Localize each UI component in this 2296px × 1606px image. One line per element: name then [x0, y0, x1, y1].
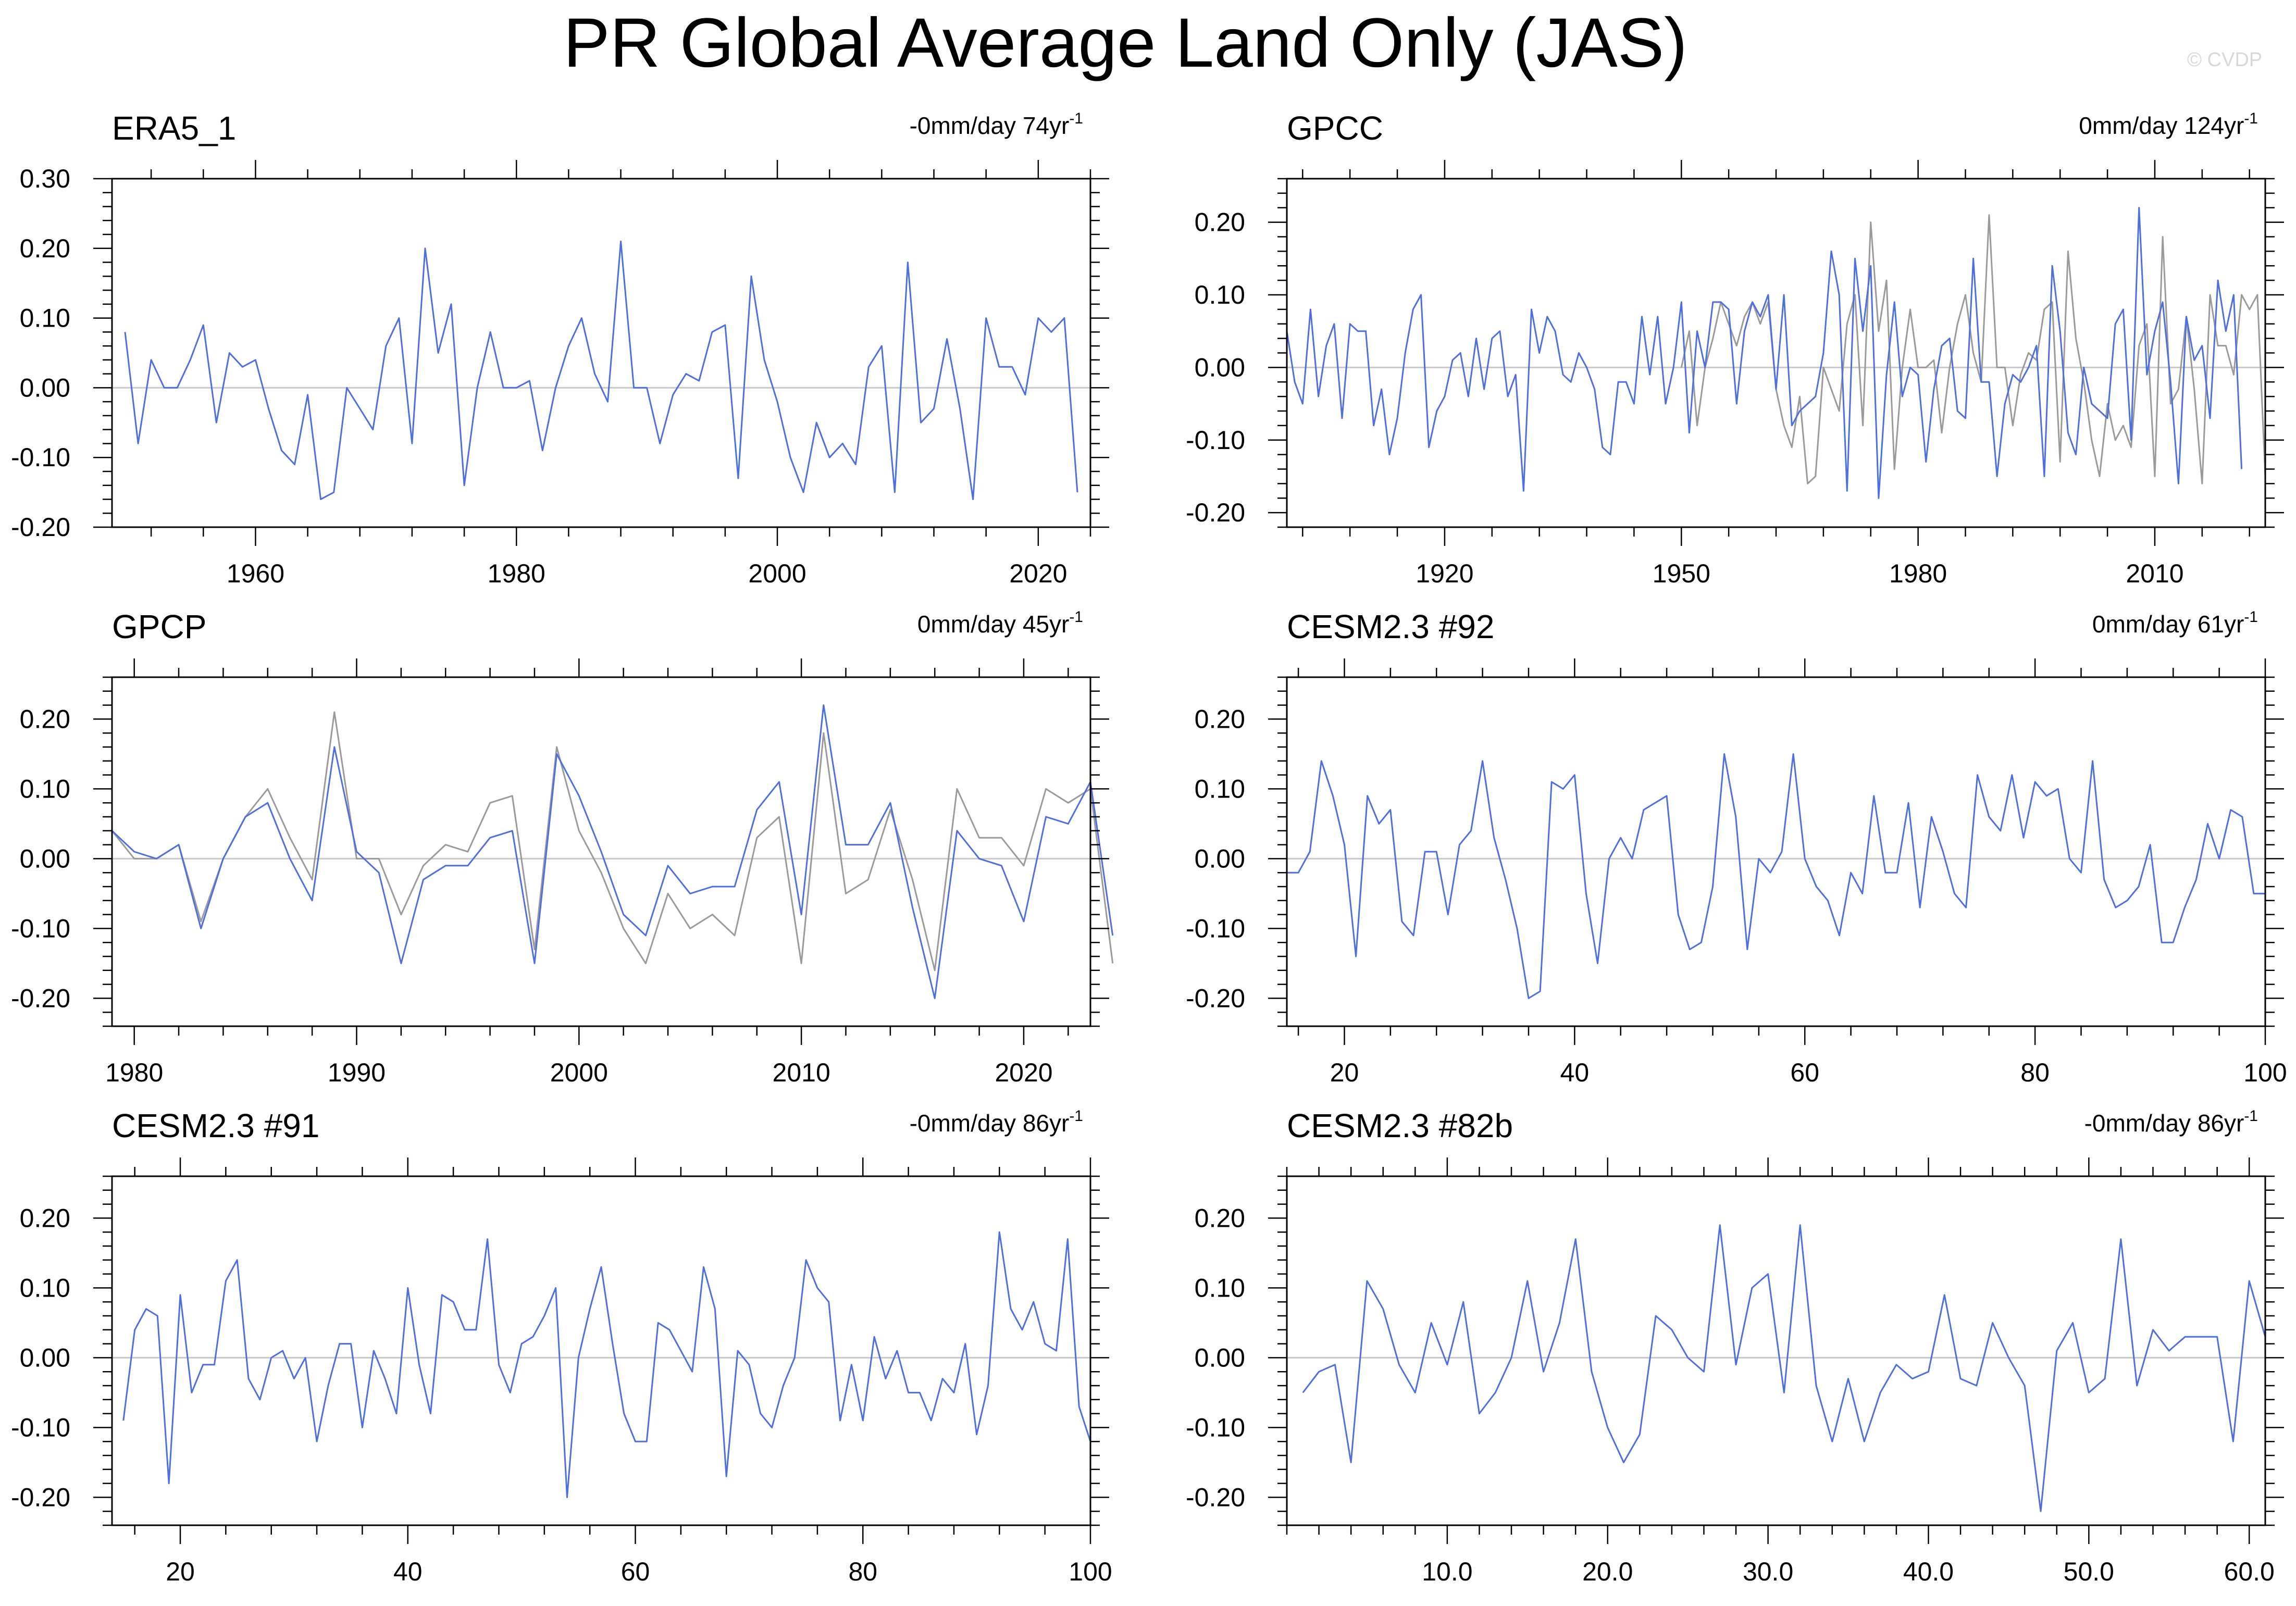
x-tick-label: 10.0	[1422, 1557, 1472, 1586]
y-tick-label: 0.00	[1195, 353, 1245, 382]
y-tick-label: -0.20	[1186, 1483, 1245, 1512]
x-tick-label: 40	[1560, 1058, 1590, 1087]
x-tick-label: 2000	[748, 559, 806, 588]
y-tick-label: 0.00	[20, 844, 70, 873]
y-tick-label: 0.20	[20, 704, 70, 733]
figure-title: PR Global Average Land Only (JAS)	[563, 4, 1687, 82]
plot-frame	[111, 1175, 1091, 1526]
plot-frame	[111, 676, 1091, 1027]
x-tick-label: 1960	[227, 559, 284, 588]
x-tick-label: 2010	[773, 1058, 830, 1087]
credit-watermark: © CVDP	[2187, 49, 2263, 71]
plot-frame	[1286, 1175, 2266, 1526]
y-tick-label: 0.20	[1195, 704, 1245, 733]
panel-subtitle: -0mm/day 86yr-1	[910, 1107, 1083, 1137]
series-line	[124, 240, 1078, 500]
panel-subtitle: -0mm/day 74yr-1	[910, 110, 1083, 139]
y-tick-label: -0.20	[11, 513, 70, 542]
x-tick-label: 60	[621, 1557, 650, 1586]
y-tick-label: -0.20	[11, 1483, 70, 1512]
x-tick-label: 1980	[105, 1058, 163, 1087]
panel-subtitle: -0mm/day 86yr-1	[2084, 1107, 2258, 1137]
panel-subtitle: 0mm/day 61yr-1	[2092, 608, 2258, 638]
y-tick-label: 0.20	[20, 234, 70, 263]
x-tick-label: 2000	[550, 1058, 608, 1087]
x-tick-label: 40.0	[1903, 1557, 1954, 1586]
series-line	[111, 704, 1114, 999]
x-tick-label: 1980	[488, 559, 545, 588]
y-tick-label: 0.10	[20, 304, 70, 333]
x-tick-label: 60.0	[2224, 1557, 2275, 1586]
panel-4: -0.20 -0.10 0.00 0.10 0.20 20 40 60 80 100 CESM2.3…	[1186, 608, 2287, 1087]
y-tick-label: -0.20	[11, 983, 70, 1013]
panel-title: CESM2.3 #82b	[1287, 1107, 1513, 1144]
plot-frame	[111, 178, 1091, 528]
y-tick-label: 0.20	[1195, 208, 1245, 237]
y-tick-label: 0.10	[1195, 774, 1245, 803]
y-tick-label: -0.10	[11, 443, 70, 472]
panel-6: -0.20 -0.10 0.00 0.10 0.20 10.0 20.0 30.0 40.0 50…	[1186, 1107, 2284, 1586]
y-tick-label: 0.20	[1195, 1203, 1245, 1232]
reference-series-line	[111, 711, 1114, 972]
y-tick-label: 0.00	[1195, 1343, 1245, 1372]
panel-subtitle: 0mm/day 124yr-1	[2079, 110, 2258, 139]
y-tick-label: 0.20	[20, 1203, 70, 1232]
x-tick-label: 2020	[1009, 559, 1067, 588]
y-tick-label: -0.10	[1186, 1413, 1245, 1442]
x-tick-label: 1980	[1889, 559, 1947, 588]
x-tick-label: 20	[166, 1557, 195, 1586]
x-tick-label: 60	[1790, 1058, 1819, 1087]
panel-title: CESM2.3 #92	[1287, 608, 1494, 645]
x-tick-label: 50.0	[2064, 1557, 2114, 1586]
x-tick-label: 1920	[1416, 559, 1473, 588]
plot-frame	[1286, 178, 2266, 528]
x-tick-label: 100	[2243, 1058, 2287, 1087]
y-tick-label: -0.10	[11, 914, 70, 943]
y-tick-label: -0.20	[1186, 498, 1245, 527]
x-tick-label: 20	[1330, 1058, 1359, 1087]
series-line	[122, 1231, 1091, 1498]
x-tick-label: 1990	[328, 1058, 386, 1087]
y-tick-label: 0.10	[1195, 280, 1245, 309]
panel-title: GPCC	[1287, 109, 1383, 147]
y-tick-label: -0.20	[1186, 983, 1245, 1013]
panel-title: CESM2.3 #91	[112, 1107, 319, 1144]
x-tick-label: 80	[848, 1557, 877, 1586]
panel-title: GPCP	[112, 608, 206, 645]
panel-subtitle: 0mm/day 45yr-1	[917, 608, 1083, 638]
y-tick-label: -0.10	[11, 1413, 70, 1442]
y-tick-label: 0.00	[20, 373, 70, 402]
panel-3: -0.20 -0.10 0.00 0.10 0.20 1980 1990 2000 2010 20…	[11, 608, 1114, 1087]
panel-1: -0.20 -0.10 0.00 0.10 0.20 0.30 1960 1980 2000 20…	[11, 109, 1109, 588]
x-tick-label: 30.0	[1743, 1557, 1793, 1586]
panel-5: -0.20 -0.10 0.00 0.10 0.20 20 40 60 80 100 CESM2.3…	[11, 1107, 1112, 1586]
y-tick-label: -0.10	[1186, 914, 1245, 943]
y-tick-label: 0.00	[20, 1343, 70, 1372]
x-tick-label: 20.0	[1582, 1557, 1633, 1586]
panel-title: ERA5_1	[112, 109, 236, 147]
y-tick-label: -0.10	[1186, 426, 1245, 455]
series-line	[1302, 1224, 2266, 1512]
series-line	[1287, 753, 2265, 999]
panel-2: -0.20 -0.10 0.00 0.10 0.20 1920 1950 1980 2010 GP…	[1186, 109, 2284, 588]
reference-series-line	[1680, 214, 2266, 484]
x-tick-label: 100	[1069, 1557, 1112, 1586]
plot-frame	[1286, 676, 2266, 1027]
y-tick-label: 0.10	[20, 774, 70, 803]
y-tick-label: 0.00	[1195, 844, 1245, 873]
y-tick-label: 0.10	[20, 1273, 70, 1302]
x-tick-label: 80	[2020, 1058, 2050, 1087]
x-tick-label: 2010	[2126, 559, 2183, 588]
y-tick-label: 0.10	[1195, 1273, 1245, 1302]
x-tick-label: 2020	[995, 1058, 1052, 1087]
series-line	[1286, 207, 2243, 499]
x-tick-label: 1950	[1653, 559, 1710, 588]
x-tick-label: 40	[393, 1557, 423, 1586]
y-tick-label: 0.30	[20, 164, 70, 193]
